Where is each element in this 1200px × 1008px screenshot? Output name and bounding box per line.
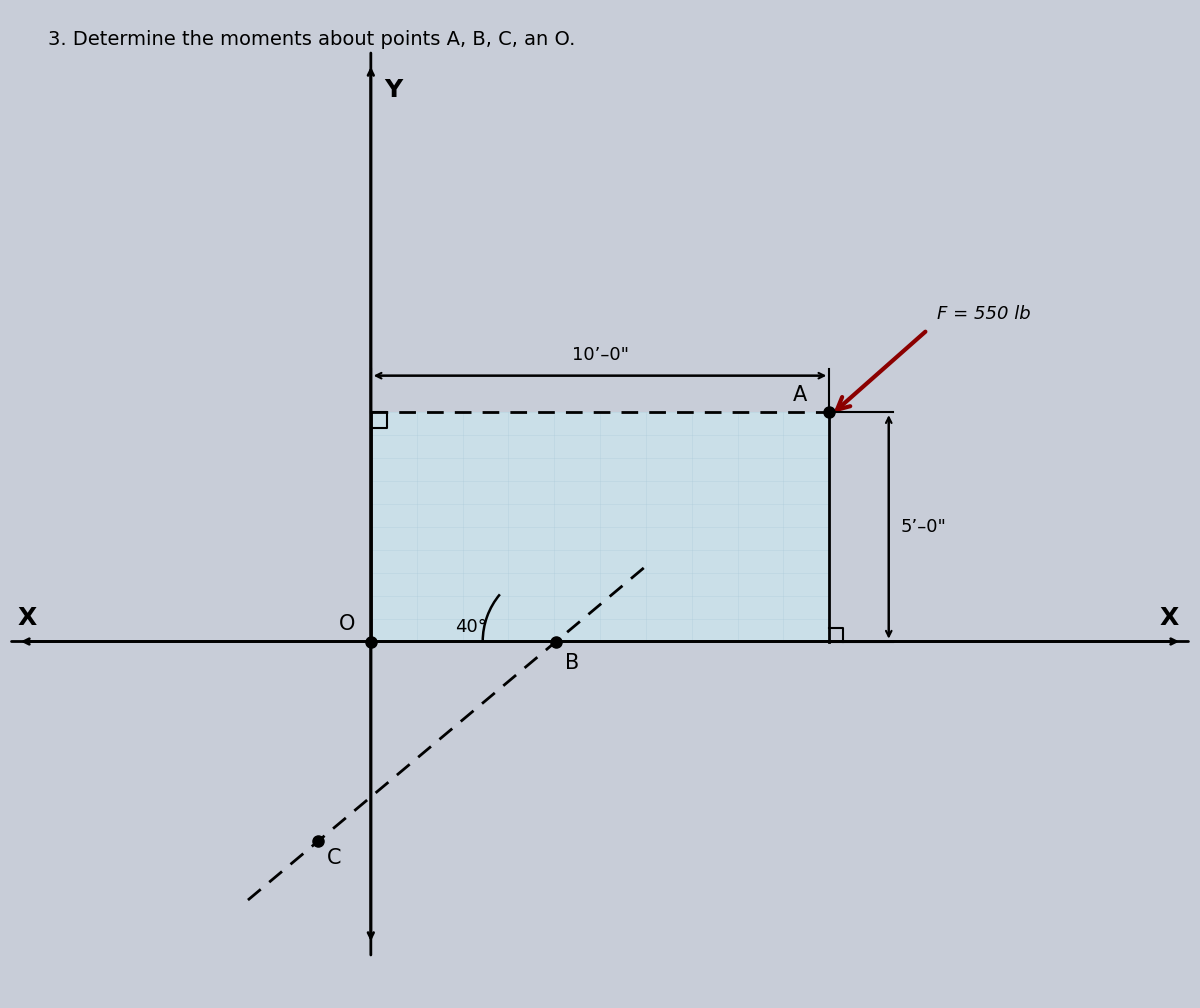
Text: A: A — [792, 385, 806, 405]
Text: F = 550 lb: F = 550 lb — [937, 305, 1031, 323]
Text: X: X — [1159, 607, 1178, 630]
Text: 5’–0": 5’–0" — [900, 518, 946, 536]
Text: X: X — [18, 607, 37, 630]
Bar — [371, 412, 829, 641]
Text: O: O — [338, 614, 355, 634]
Text: 40°: 40° — [455, 618, 487, 636]
Text: 3. Determine the moments about points A, B, C, an O.: 3. Determine the moments about points A,… — [48, 30, 575, 49]
Text: C: C — [328, 848, 342, 868]
Text: B: B — [565, 653, 580, 673]
Text: 10’–0": 10’–0" — [571, 346, 629, 364]
Text: Y: Y — [384, 78, 403, 102]
